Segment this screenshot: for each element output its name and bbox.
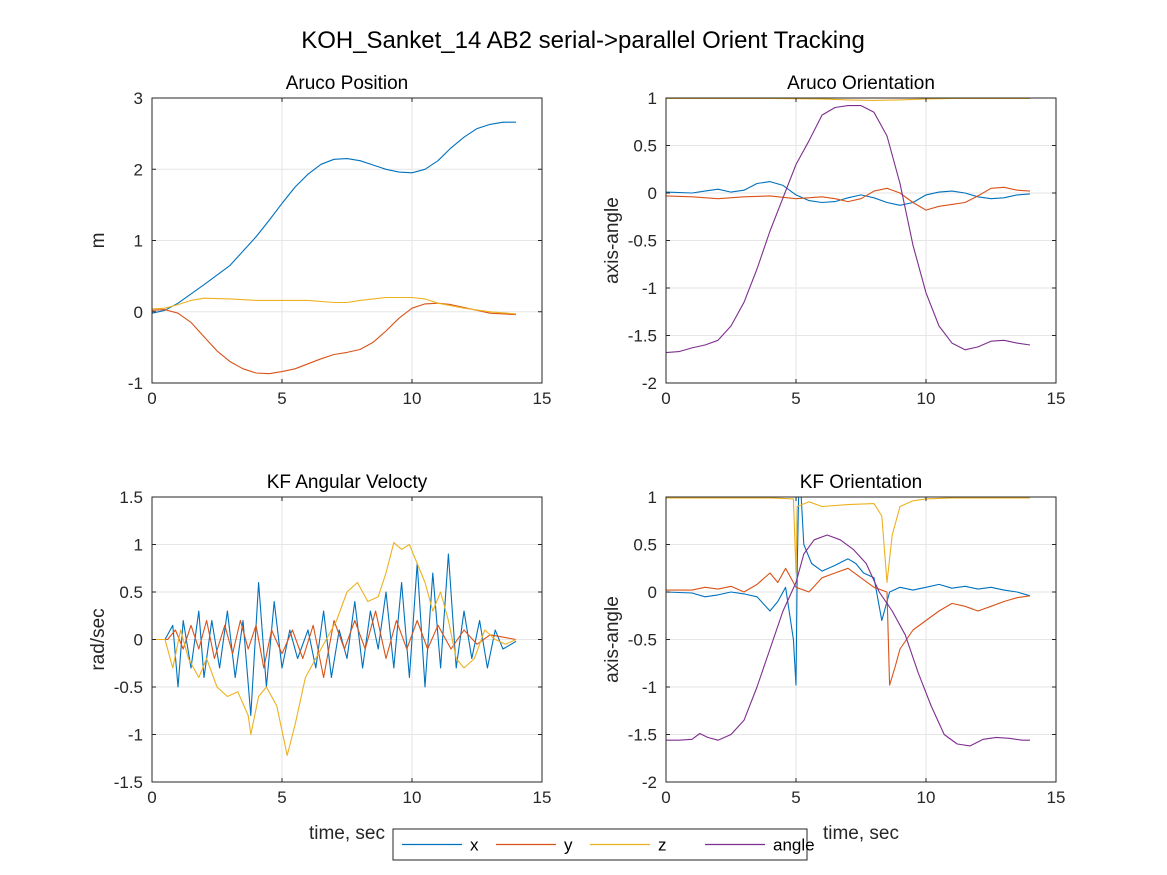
series-line-x xyxy=(666,497,1031,686)
series-line-y xyxy=(666,567,1031,686)
x-axis-label: time, sec xyxy=(309,823,385,844)
subplot-3: 0 5 10 15 -1.5 -1 -0.5 0 0.5 1 1.5 KF Angular Veloc… xyxy=(88,472,551,844)
y-tick-label: 0 xyxy=(648,184,657,203)
legend-label-z: z xyxy=(658,836,667,855)
y-tick-label: 0.5 xyxy=(633,536,657,555)
y-tick-label: 0 xyxy=(648,583,657,602)
y-tick-label: 1.5 xyxy=(119,488,143,507)
y-tick-label: 2 xyxy=(134,160,143,179)
y-axis-label: axis-angle xyxy=(602,596,623,683)
subplot-title: KF Angular Velocty xyxy=(267,472,428,493)
figure-title: KOH_Sanket_14 AB2 serial->parallel Orien… xyxy=(301,27,865,54)
x-tick-label: 15 xyxy=(1047,788,1066,807)
y-axis-label: axis-angle xyxy=(602,197,623,284)
x-tick-label: 15 xyxy=(1047,389,1066,408)
x-tick-label: 0 xyxy=(147,389,156,408)
x-tick-label: 0 xyxy=(661,389,670,408)
y-tick-label: 1 xyxy=(134,232,143,251)
x-tick-label: 5 xyxy=(791,788,800,807)
x-axis-label: time, sec xyxy=(823,823,899,844)
y-tick-label: 1 xyxy=(648,89,657,108)
y-tick-label: -1 xyxy=(128,374,143,393)
series-group xyxy=(152,121,517,375)
y-tick-label: 1 xyxy=(134,536,143,555)
subplot-4: 0 5 10 15 -2 -1.5 -1 -0.5 0 0.5 1 KF Orientation axi… xyxy=(602,472,1065,844)
legend-label-angle: angle xyxy=(773,836,815,855)
y-tick-label: -1.5 xyxy=(114,773,143,792)
y-tick-label: 1 xyxy=(648,488,657,507)
series-line-x xyxy=(152,553,517,717)
series-line-x xyxy=(152,121,516,314)
legend-label-x: x xyxy=(470,836,479,855)
y-tick-label: -1.5 xyxy=(628,327,657,346)
y-tick-label: -1 xyxy=(128,726,143,745)
y-tick-label: -1.5 xyxy=(628,726,657,745)
x-tick-label: 5 xyxy=(277,788,286,807)
series-line-z xyxy=(152,296,517,315)
y-tick-label: 3 xyxy=(134,89,143,108)
y-tick-label: -1 xyxy=(642,279,657,298)
x-tick-label: 10 xyxy=(403,389,422,408)
legend: x y z angle xyxy=(392,828,815,861)
y-tick-label: -2 xyxy=(642,374,657,393)
x-tick-label: 5 xyxy=(277,389,286,408)
series-line-y xyxy=(666,186,1031,211)
series-line-angle xyxy=(666,534,1030,747)
x-tick-label: 5 xyxy=(791,389,800,408)
subplot-title: Aruco Position xyxy=(286,73,409,94)
y-axis-label: m xyxy=(88,233,109,249)
y-tick-label: -0.5 xyxy=(628,631,657,650)
x-tick-label: 15 xyxy=(533,389,552,408)
y-tick-label: 0.5 xyxy=(119,583,143,602)
subplot-title: Aruco Orientation xyxy=(787,73,935,94)
subplot-2: 0 5 10 15 -2 -1.5 -1 -0.5 0 0.5 1 Aruco Orientation… xyxy=(602,73,1065,408)
series-line-y xyxy=(152,610,517,679)
x-tick-label: 10 xyxy=(917,389,936,408)
series-line-x xyxy=(666,181,1031,206)
x-tick-label: 0 xyxy=(661,788,670,807)
y-tick-label: -2 xyxy=(642,773,657,792)
x-tick-label: 10 xyxy=(403,788,422,807)
series-group xyxy=(152,542,517,756)
series-line-angle xyxy=(666,105,1031,354)
y-tick-label: 0.5 xyxy=(633,137,657,156)
y-tick-label: -0.5 xyxy=(628,232,657,251)
x-tick-label: 10 xyxy=(917,788,936,807)
x-tick-label: 15 xyxy=(533,788,552,807)
y-tick-label: 0 xyxy=(134,303,143,322)
y-tick-label: -0.5 xyxy=(114,678,143,697)
y-axis-label: rad/sec xyxy=(88,608,109,670)
x-tick-label: 0 xyxy=(147,788,156,807)
series-line-z xyxy=(152,542,517,756)
legend-label-y: y xyxy=(564,836,573,855)
subplot-title: KF Orientation xyxy=(800,472,923,493)
y-tick-label: 0 xyxy=(134,631,143,650)
y-tick-label: -1 xyxy=(642,678,657,697)
